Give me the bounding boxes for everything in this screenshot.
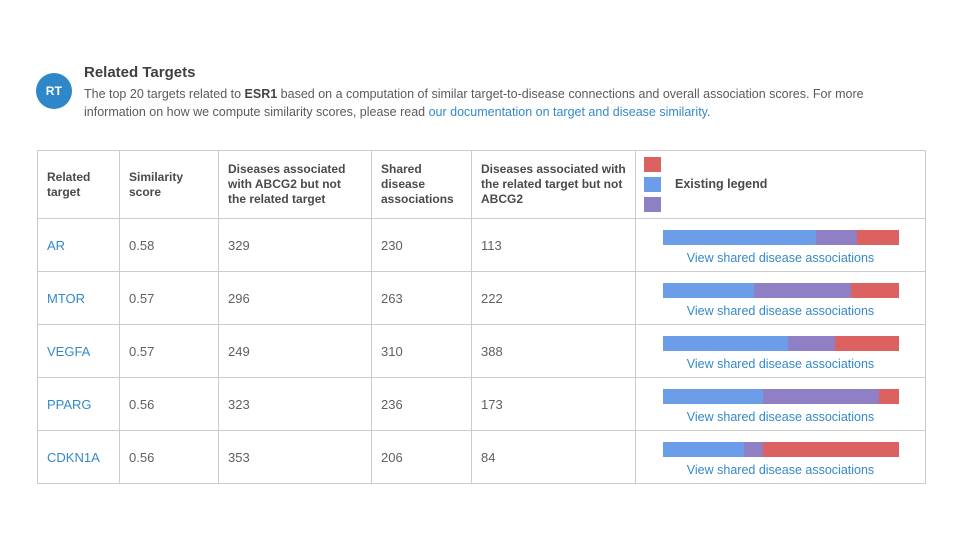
legend-swatch-purple bbox=[644, 197, 661, 212]
header-related-target: Related target bbox=[37, 150, 120, 219]
desc-part3: . bbox=[707, 105, 711, 119]
bar-segment-purple bbox=[753, 283, 851, 298]
shared-value: 236 bbox=[371, 377, 472, 431]
bar-segment-purple bbox=[744, 442, 764, 457]
association-stacked-bar bbox=[663, 336, 899, 351]
table-header-row: Related target Similarity score Diseases… bbox=[37, 150, 926, 219]
table-row: VEGFA 0.57 249 310 388 View shared disea… bbox=[37, 324, 926, 378]
target-link[interactable]: MTOR bbox=[47, 290, 86, 306]
view-shared-associations-link[interactable]: View shared disease associations bbox=[686, 410, 875, 424]
target-link[interactable]: CDKN1A bbox=[47, 449, 100, 465]
header-related-only: Diseases associated with the related tar… bbox=[471, 150, 636, 219]
related-only-value: 113 bbox=[471, 218, 636, 272]
desc-part2: based on a computation of similar target… bbox=[84, 87, 864, 119]
bar-segment-purple bbox=[763, 389, 879, 404]
legend-label: Existing legend bbox=[675, 177, 768, 191]
abcg2-only-value: 329 bbox=[218, 218, 372, 272]
bar-segment-blue bbox=[663, 230, 817, 245]
desc-part1: The top 20 targets related to bbox=[84, 87, 245, 101]
shared-value: 206 bbox=[371, 430, 472, 484]
table-row: MTOR 0.57 296 263 222 View shared diseas… bbox=[37, 271, 926, 325]
target-link[interactable]: VEGFA bbox=[47, 343, 91, 359]
target-link[interactable]: PPARG bbox=[47, 396, 92, 412]
widget-description: The top 20 targets related to ESR1 based… bbox=[84, 85, 920, 121]
header-abcg2-only: Diseases associated with ABCG2 but not t… bbox=[218, 150, 372, 219]
association-stacked-bar bbox=[663, 283, 899, 298]
bar-segment-red bbox=[850, 283, 899, 298]
bar-segment-blue bbox=[663, 283, 754, 298]
related-only-value: 222 bbox=[471, 271, 636, 325]
table-row: CDKN1A 0.56 353 206 84 View shared disea… bbox=[37, 430, 926, 484]
association-stacked-bar bbox=[663, 389, 899, 404]
legend-swatches bbox=[644, 157, 661, 212]
bar-segment-purple bbox=[788, 336, 836, 351]
similarity-score-value: 0.57 bbox=[119, 324, 219, 378]
abcg2-only-value: 323 bbox=[218, 377, 372, 431]
page-title: Related Targets bbox=[84, 64, 196, 81]
view-shared-associations-link[interactable]: View shared disease associations bbox=[686, 304, 875, 318]
documentation-link[interactable]: our documentation on target and disease … bbox=[428, 105, 708, 119]
legend-swatch-red bbox=[644, 157, 661, 172]
desc-gene-symbol: ESR1 bbox=[244, 87, 278, 101]
similarity-score-value: 0.56 bbox=[119, 430, 219, 484]
shared-value: 263 bbox=[371, 271, 472, 325]
view-shared-associations-link[interactable]: View shared disease associations bbox=[686, 357, 875, 371]
legend-swatch-blue bbox=[644, 177, 661, 192]
similarity-score-value: 0.57 bbox=[119, 271, 219, 325]
related-targets-table: Related target Similarity score Diseases… bbox=[37, 150, 926, 484]
view-shared-associations-link[interactable]: View shared disease associations bbox=[686, 251, 875, 265]
bar-segment-red bbox=[856, 230, 899, 245]
header-legend: Existing legend bbox=[635, 150, 926, 219]
bar-segment-blue bbox=[663, 389, 764, 404]
shared-value: 310 bbox=[371, 324, 472, 378]
widget-header: RT Related Targets The top 20 targets re… bbox=[36, 64, 916, 121]
table-row: AR 0.58 329 230 113 View shared disease … bbox=[37, 218, 926, 272]
header-shared-associations: Shared disease associations bbox=[371, 150, 472, 219]
association-stacked-bar bbox=[663, 442, 899, 457]
target-link[interactable]: AR bbox=[47, 237, 66, 253]
related-only-value: 84 bbox=[471, 430, 636, 484]
rt-badge: RT bbox=[36, 73, 72, 109]
bar-segment-purple bbox=[816, 230, 857, 245]
related-only-value: 173 bbox=[471, 377, 636, 431]
abcg2-only-value: 296 bbox=[218, 271, 372, 325]
shared-value: 230 bbox=[371, 218, 472, 272]
bar-segment-blue bbox=[663, 336, 789, 351]
bar-segment-red bbox=[835, 336, 899, 351]
bar-segment-red bbox=[763, 442, 899, 457]
related-only-value: 388 bbox=[471, 324, 636, 378]
similarity-score-value: 0.56 bbox=[119, 377, 219, 431]
association-stacked-bar bbox=[663, 230, 899, 245]
abcg2-only-value: 249 bbox=[218, 324, 372, 378]
header-similarity-score: Similarity score bbox=[119, 150, 219, 219]
bar-segment-blue bbox=[663, 442, 745, 457]
bar-segment-red bbox=[878, 389, 899, 404]
table-row: PPARG 0.56 323 236 173 View shared disea… bbox=[37, 377, 926, 431]
abcg2-only-value: 353 bbox=[218, 430, 372, 484]
view-shared-associations-link[interactable]: View shared disease associations bbox=[686, 463, 875, 477]
similarity-score-value: 0.58 bbox=[119, 218, 219, 272]
